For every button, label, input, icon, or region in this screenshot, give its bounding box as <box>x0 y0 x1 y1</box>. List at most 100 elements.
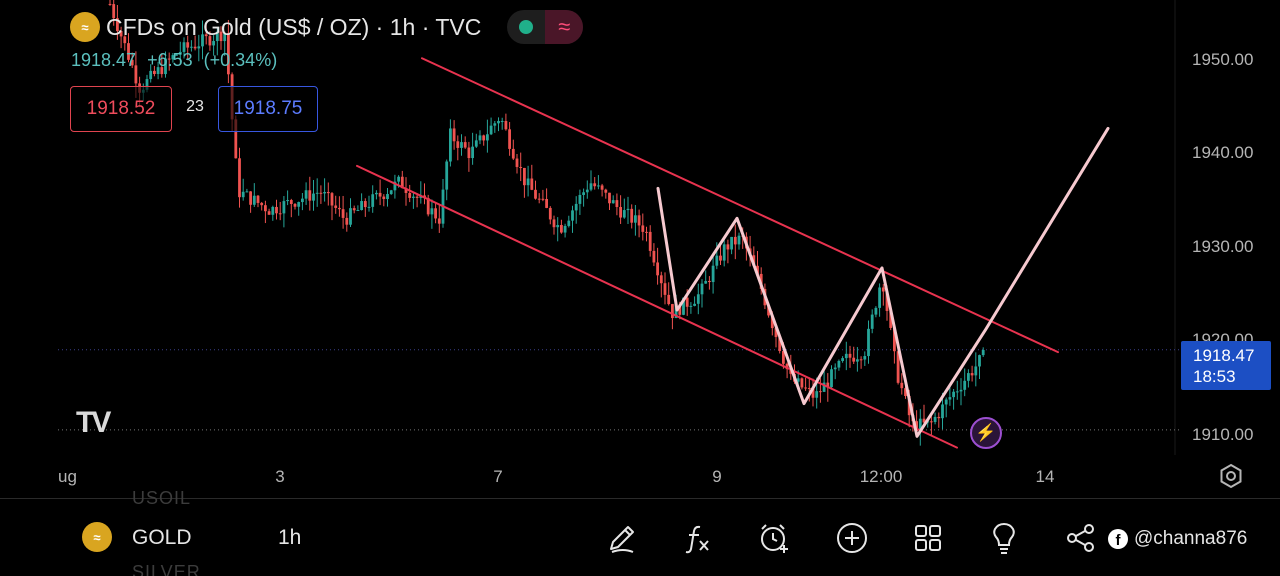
market-status-toggle[interactable]: ≈ <box>507 10 584 44</box>
candle-body <box>164 58 167 75</box>
candle-body <box>826 382 830 388</box>
candle-body <box>548 207 552 220</box>
candle-body <box>352 208 356 211</box>
candle-body <box>981 349 985 356</box>
plus-circle-icon[interactable] <box>833 519 871 557</box>
candle-body <box>478 135 482 141</box>
candle-body <box>608 192 611 204</box>
candle-body <box>863 356 867 360</box>
function-icon[interactable] <box>678 519 716 557</box>
candle-body <box>918 418 922 432</box>
lightbulb-icon[interactable] <box>985 519 1023 557</box>
candle-body <box>941 404 944 419</box>
candle-body <box>833 367 837 370</box>
candle-body <box>648 231 652 251</box>
candle-body <box>275 206 278 214</box>
alarm-icon[interactable] <box>755 519 793 557</box>
candle-body <box>215 31 219 42</box>
candle-body <box>452 128 456 142</box>
candle-body <box>933 416 937 422</box>
bar-countdown: 18:53 <box>1193 367 1236 386</box>
share-icon[interactable] <box>1062 519 1100 557</box>
candle-body <box>881 287 885 292</box>
candle-body <box>349 208 352 225</box>
candle-body <box>585 189 589 193</box>
candle-body <box>238 158 241 198</box>
grid-icon[interactable] <box>909 519 947 557</box>
candle-body <box>356 210 360 212</box>
candle-body <box>471 146 474 159</box>
candle-body <box>437 218 441 224</box>
candle-body <box>819 391 822 393</box>
pencil-icon[interactable] <box>603 519 641 557</box>
candle-body <box>574 203 578 211</box>
candle-body <box>227 33 230 75</box>
price-change-percent: (+0.34%) <box>203 50 278 70</box>
candle-body <box>656 262 659 276</box>
candle-body <box>844 353 848 359</box>
candle-body <box>467 147 471 159</box>
current-price-tag[interactable]: 1918.47 18:53 <box>1181 341 1271 390</box>
timeframe-selector[interactable]: 1h <box>278 526 302 549</box>
candle-body <box>153 70 156 74</box>
candle-body <box>900 382 904 389</box>
candle-body <box>241 191 245 198</box>
candle-body <box>456 141 460 148</box>
candle-body <box>460 142 463 148</box>
current-price-value: 1918.47 <box>1193 346 1255 365</box>
candle-body <box>341 209 345 218</box>
candle-body <box>696 294 700 304</box>
time-label: 9 <box>712 467 722 486</box>
candle-body <box>767 305 770 316</box>
candle-body <box>930 421 933 423</box>
candle-body <box>389 190 393 195</box>
time-label: 7 <box>493 467 503 486</box>
symbol-title[interactable]: CFDs on Gold (US$ / OZ) · 1h · TVC <box>106 13 482 40</box>
candle-body <box>722 244 726 261</box>
candle-body <box>885 291 889 311</box>
candle-body <box>589 183 593 190</box>
candle-body <box>334 205 338 208</box>
candle-body <box>619 207 622 218</box>
candle-body <box>530 178 534 190</box>
market-open-icon <box>507 10 545 44</box>
candle-body <box>578 194 582 204</box>
candle-body <box>445 161 449 190</box>
candle-body <box>841 358 844 361</box>
candle-body <box>282 201 286 214</box>
symbol-selector[interactable]: GOLD <box>132 526 192 549</box>
candle-body <box>149 70 153 80</box>
candle-body <box>116 18 119 32</box>
candle-body <box>264 205 267 212</box>
candle-body <box>560 225 563 233</box>
candle-body <box>571 210 574 221</box>
sell-button[interactable]: 1918.52 <box>70 86 172 132</box>
candle-body <box>974 366 978 376</box>
candle-body <box>119 31 123 37</box>
candle-body <box>304 190 308 199</box>
candle-body <box>552 219 556 228</box>
watermark-text: @channa876 <box>1134 528 1248 549</box>
candle-body <box>915 421 918 432</box>
candle-body <box>711 265 715 283</box>
price-label: 1930.00 <box>1192 237 1254 256</box>
candle-body <box>134 65 138 84</box>
candle-body <box>245 191 249 193</box>
candle-body <box>286 200 289 202</box>
candle-body <box>674 304 678 319</box>
candle-body <box>182 42 186 52</box>
price-chart[interactable] <box>0 0 1280 500</box>
time-label: ug <box>58 467 77 486</box>
candle-body <box>112 4 116 19</box>
alert-bolt-icon[interactable]: ⚡ <box>970 417 1002 449</box>
candle-body <box>719 255 722 261</box>
chart-settings-gear-icon[interactable] <box>1218 463 1244 489</box>
buy-button[interactable]: 1918.75 <box>218 86 318 132</box>
candle-body <box>511 148 515 159</box>
drawings-layer[interactable] <box>356 57 1110 449</box>
candle-body <box>641 225 645 232</box>
candle-body <box>375 192 378 195</box>
candle-body <box>796 378 800 382</box>
candle-body <box>234 119 238 159</box>
candle-body <box>959 389 963 392</box>
